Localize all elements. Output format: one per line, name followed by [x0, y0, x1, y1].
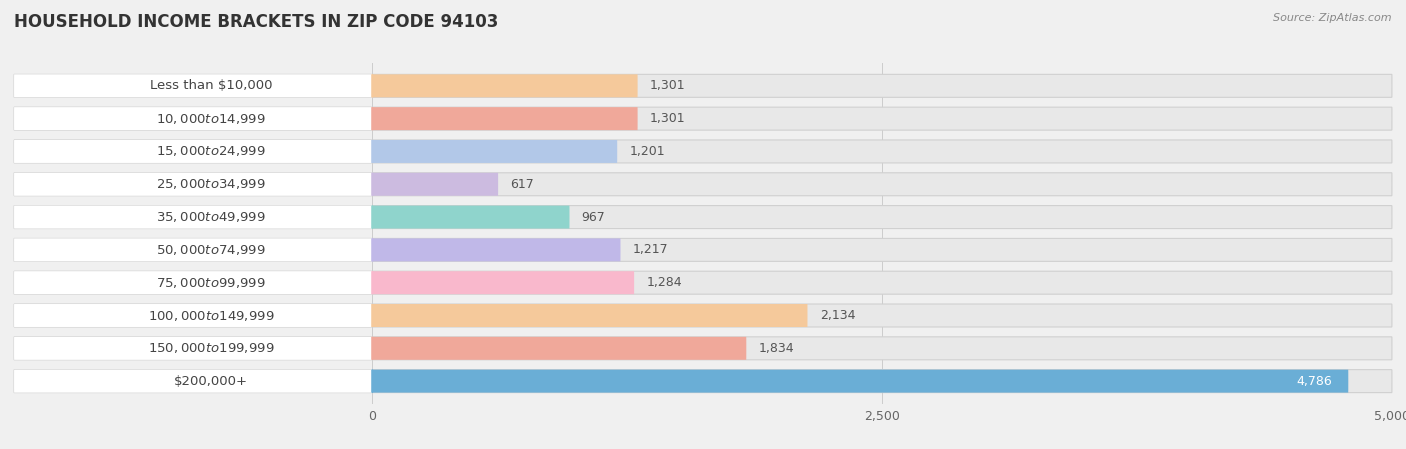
Text: $35,000 to $49,999: $35,000 to $49,999	[156, 210, 266, 224]
Text: $25,000 to $34,999: $25,000 to $34,999	[156, 177, 266, 191]
FancyBboxPatch shape	[14, 370, 373, 392]
Text: 1,217: 1,217	[633, 243, 668, 256]
FancyBboxPatch shape	[373, 75, 637, 97]
FancyBboxPatch shape	[14, 140, 373, 163]
Text: $75,000 to $99,999: $75,000 to $99,999	[156, 276, 266, 290]
Text: $200,000+: $200,000+	[174, 374, 247, 387]
Text: 1,284: 1,284	[647, 276, 682, 289]
Text: 967: 967	[582, 211, 606, 224]
FancyBboxPatch shape	[14, 140, 1392, 163]
Text: HOUSEHOLD INCOME BRACKETS IN ZIP CODE 94103: HOUSEHOLD INCOME BRACKETS IN ZIP CODE 94…	[14, 13, 499, 31]
FancyBboxPatch shape	[14, 304, 373, 327]
Text: $10,000 to $14,999: $10,000 to $14,999	[156, 112, 266, 126]
FancyBboxPatch shape	[14, 206, 373, 229]
Text: 2,134: 2,134	[820, 309, 855, 322]
Text: 1,301: 1,301	[650, 112, 686, 125]
Text: $50,000 to $74,999: $50,000 to $74,999	[156, 243, 266, 257]
FancyBboxPatch shape	[14, 107, 1392, 130]
FancyBboxPatch shape	[14, 107, 373, 130]
FancyBboxPatch shape	[14, 304, 1392, 327]
FancyBboxPatch shape	[14, 337, 1392, 360]
FancyBboxPatch shape	[373, 238, 620, 261]
FancyBboxPatch shape	[14, 238, 1392, 261]
Text: $150,000 to $199,999: $150,000 to $199,999	[148, 341, 274, 355]
FancyBboxPatch shape	[14, 337, 373, 360]
FancyBboxPatch shape	[14, 173, 373, 196]
Text: 4,786: 4,786	[1296, 374, 1331, 387]
Text: 1,301: 1,301	[650, 79, 686, 92]
Text: $15,000 to $24,999: $15,000 to $24,999	[156, 145, 266, 158]
Text: Source: ZipAtlas.com: Source: ZipAtlas.com	[1274, 13, 1392, 23]
FancyBboxPatch shape	[14, 206, 1392, 229]
FancyBboxPatch shape	[373, 107, 637, 130]
FancyBboxPatch shape	[14, 271, 373, 294]
FancyBboxPatch shape	[14, 238, 373, 261]
FancyBboxPatch shape	[373, 206, 569, 229]
FancyBboxPatch shape	[14, 75, 373, 97]
FancyBboxPatch shape	[373, 173, 498, 196]
FancyBboxPatch shape	[373, 304, 807, 327]
Text: $100,000 to $149,999: $100,000 to $149,999	[148, 308, 274, 322]
FancyBboxPatch shape	[14, 173, 1392, 196]
FancyBboxPatch shape	[373, 140, 617, 163]
FancyBboxPatch shape	[14, 75, 1392, 97]
Text: Less than $10,000: Less than $10,000	[150, 79, 273, 92]
Text: 1,201: 1,201	[630, 145, 665, 158]
FancyBboxPatch shape	[373, 271, 634, 294]
FancyBboxPatch shape	[373, 337, 747, 360]
Text: 1,834: 1,834	[759, 342, 794, 355]
FancyBboxPatch shape	[373, 370, 1348, 392]
FancyBboxPatch shape	[14, 370, 1392, 392]
Text: 617: 617	[510, 178, 534, 191]
FancyBboxPatch shape	[14, 271, 1392, 294]
